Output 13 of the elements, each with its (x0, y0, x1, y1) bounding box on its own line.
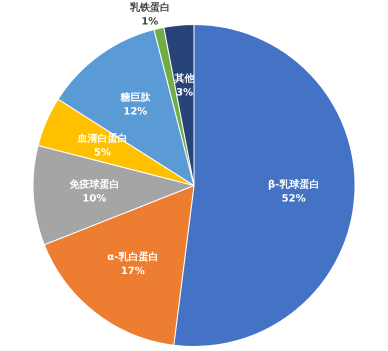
data-label: 12% (123, 106, 148, 118)
slice-label: 乳铁蛋白 (128, 1, 170, 14)
data-label: 10% (82, 193, 106, 204)
slice-label: 免疫球蛋白 (68, 178, 120, 190)
data-label: 52% (282, 193, 306, 204)
slice-label: α-乳白蛋白 (107, 250, 158, 263)
data-label: 5% (94, 147, 111, 158)
data-label: 17% (120, 266, 145, 277)
slice-label: 其他 (174, 72, 196, 85)
data-label: 1% (141, 16, 158, 28)
slice-label: β-乳球蛋白 (268, 178, 320, 190)
slice-label: 糖巨肽 (119, 91, 152, 104)
data-label: 3% (176, 88, 194, 99)
